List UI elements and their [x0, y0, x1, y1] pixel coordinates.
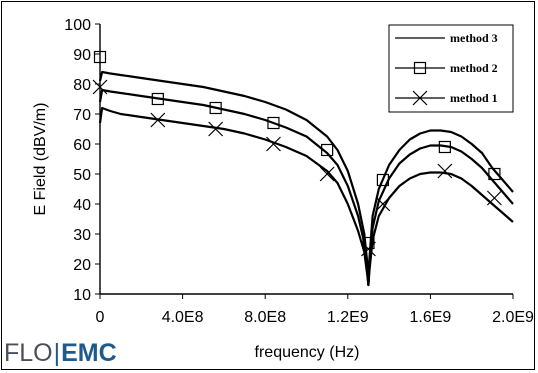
legend-label-method-3: method 3 — [450, 31, 498, 45]
legend-entry-method-1: method 1 — [395, 90, 498, 106]
data-point-method-1 — [266, 136, 281, 152]
data-point-method-2 — [376, 173, 390, 187]
y-tick-label: 70 — [73, 107, 91, 124]
y-axis-title: E Field (dBV/m) — [32, 103, 49, 216]
data-point-method-1 — [437, 163, 453, 179]
data-point-method-1 — [375, 196, 391, 212]
y-tick-label: 50 — [73, 167, 91, 184]
legend-marker-method-1 — [412, 90, 428, 106]
axis-layer — [99, 24, 513, 295]
logo-separator: | — [53, 339, 61, 367]
data-point-method-1 — [361, 241, 376, 257]
x-tick-label: 2.0E9 — [492, 309, 534, 326]
x-tick-label: 0 — [96, 309, 105, 326]
logo-emc-text: EMC — [61, 339, 117, 367]
logo-flo-text: FLO — [4, 339, 53, 367]
data-point-method-2 — [438, 140, 451, 154]
legend: method 3 method 2 method 1 — [388, 24, 514, 113]
legend-label-method-2: method 2 — [450, 61, 498, 75]
legend-label-method-1: method 1 — [450, 91, 498, 105]
y-tick-label: 90 — [73, 47, 91, 64]
data-point-method-1 — [319, 166, 335, 182]
series-line-method-1 — [98, 106, 514, 287]
y-tick-label: 80 — [73, 77, 91, 94]
data-point-method-2 — [209, 101, 222, 115]
data-point-method-1 — [150, 112, 166, 128]
x-tick-label: 4.0E8 — [162, 309, 204, 326]
y-tick-label: 30 — [73, 227, 91, 244]
y-tick-label: 100 — [64, 17, 91, 34]
series-method-1 — [92, 79, 514, 287]
x-tick-label: 1.6E9 — [409, 309, 451, 326]
legend-entry-method-2: method 2 — [395, 61, 498, 75]
data-point-method-2 — [321, 143, 334, 157]
legend-entry-method-3: method 3 — [395, 31, 498, 45]
data-point-method-2 — [488, 167, 501, 181]
data-point-method-1 — [208, 121, 224, 137]
data-point-method-1 — [486, 190, 502, 206]
plot-layer — [92, 50, 514, 287]
tick-layer: 10 20 30 40 50 60 70 80 90 100 0 4.0E8 8.0E8 1.2E9 1.6… — [64, 17, 534, 326]
x-tick-label: 8.0E8 — [244, 309, 286, 326]
y-tick-label: 40 — [73, 197, 91, 214]
x-tick-label: 1.2E9 — [327, 309, 369, 326]
y-tick-label: 10 — [73, 287, 91, 304]
data-point-method-2 — [267, 116, 280, 130]
y-tick-label: 20 — [73, 257, 91, 274]
legend-marker-method-2 — [413, 61, 427, 75]
y-tick-label: 60 — [73, 137, 91, 154]
data-point-method-2 — [151, 92, 164, 106]
x-axis-title: frequency (Hz) — [255, 344, 360, 361]
floemc-logo: FLO|EMC — [4, 338, 117, 368]
